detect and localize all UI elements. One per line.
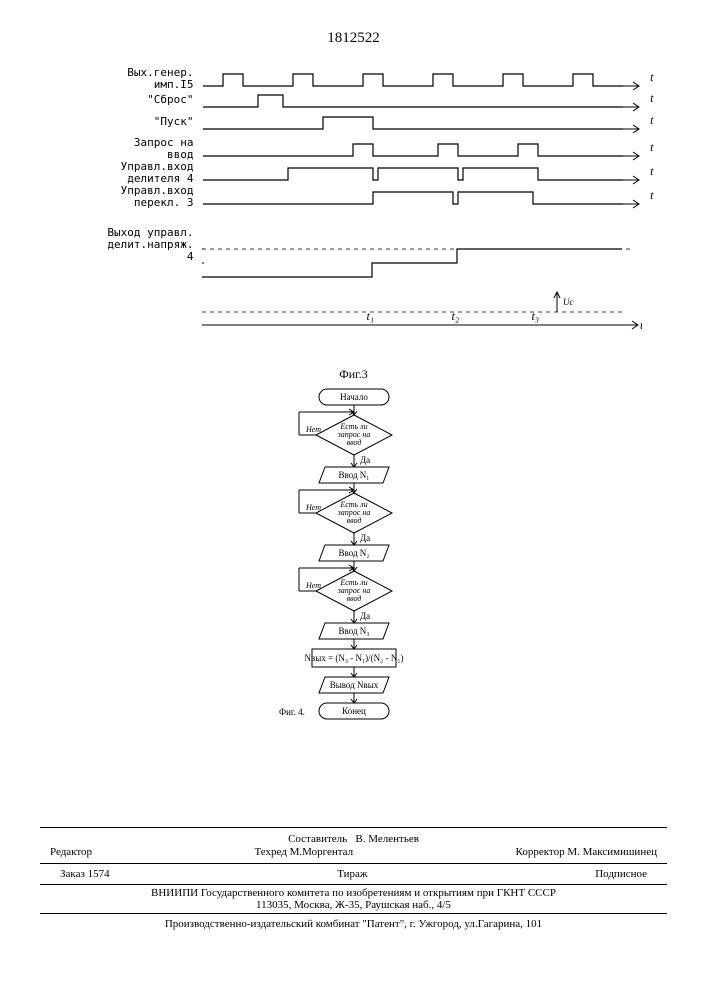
signal-label: Запрос наввод xyxy=(64,137,202,161)
svg-text:Uс: Uс xyxy=(563,297,574,307)
order-no: 1574 xyxy=(88,868,110,880)
timing-diagram: Вых.генер.имп.I5t"Сброс"t"Пуск"tЗапрос н… xyxy=(64,67,644,347)
institute-line2: 113035, Москва, Ж-35, Раушская наб., 4/5 xyxy=(40,899,667,911)
subscribed: Подписное xyxy=(595,868,647,880)
svg-text:ввод: ввод xyxy=(346,438,361,447)
tirazh: Тираж xyxy=(337,868,367,880)
svg-text:Ввод N₁: Ввод N₁ xyxy=(338,470,369,480)
svg-text:Фиг. 4.: Фиг. 4. xyxy=(279,707,305,717)
institute: ВНИИПИ Государственного комитета по изоб… xyxy=(40,885,667,914)
svg-text:Ввод N₂: Ввод N₂ xyxy=(338,548,369,558)
signal-row: Управл.входделителя 4t xyxy=(64,161,644,185)
signal-label: Управл.входперекл. 3 xyxy=(64,185,202,209)
corrector-name: М. Максимишинец xyxy=(567,846,657,858)
svg-text:Ввод N₃: Ввод N₃ xyxy=(338,626,369,636)
compiler-label: Составитель xyxy=(288,833,347,845)
svg-text:ввод: ввод xyxy=(346,516,361,525)
signal-label: Вых.генер.имп.I5 xyxy=(64,67,202,91)
svg-text:Да: Да xyxy=(360,611,370,621)
signal-label: Управл.входделителя 4 xyxy=(64,161,202,185)
signal-row: Управл.входперекл. 3t xyxy=(64,185,644,209)
signal-label: "Пуск" xyxy=(64,116,202,128)
svg-text:Нет: Нет xyxy=(305,581,321,590)
flow-end: Конец xyxy=(342,706,366,716)
fig3-caption: Фиг.3 xyxy=(40,367,667,382)
order-label: Заказ xyxy=(60,868,85,880)
svg-text:Вывод Nвых: Вывод Nвых xyxy=(329,680,378,690)
flow-start: Начало xyxy=(340,392,368,402)
svg-text:Nвых = (N₃ - N₁)/(N₂ - N₁): Nвых = (N₃ - N₁)/(N₂ - N₁) xyxy=(304,653,403,663)
svg-text:Да: Да xyxy=(360,533,370,543)
svg-text:Нет: Нет xyxy=(305,503,321,512)
footer: Производственно-издательский комбинат "П… xyxy=(40,914,667,930)
techred-label: Техред xyxy=(254,846,286,858)
signal-label: "Сброс" xyxy=(64,94,202,106)
institute-line1: ВНИИПИ Государственного комитета по изоб… xyxy=(40,887,667,899)
flowchart: НачалоЕсть лизапрос навводНетДаВвод N₁Ес… xyxy=(254,387,454,817)
signal-row: "Сброс"t xyxy=(64,91,644,109)
editor-label: Редактор xyxy=(50,846,92,858)
patent-number: 1812522 xyxy=(40,30,667,47)
svg-text:ввод: ввод xyxy=(346,594,361,603)
signal-row: "Пуск"t xyxy=(64,113,644,131)
credits: Составитель В. Мелентьев Редактор Техред… xyxy=(40,827,667,864)
compiler-name: В. Мелентьев xyxy=(355,833,419,845)
signal-row: Запрос навводt xyxy=(64,137,644,161)
signal-row: Вых.генер.имп.I5t xyxy=(64,67,644,91)
order-line: Заказ 1574 Тираж Подписное xyxy=(40,864,667,885)
techred-name: М.Моргентал xyxy=(290,846,354,858)
svg-text:Нет: Нет xyxy=(305,425,321,434)
svg-text:t: t xyxy=(640,318,642,332)
svg-text:Да: Да xyxy=(360,455,370,465)
corrector-label: Корректор xyxy=(516,846,565,858)
